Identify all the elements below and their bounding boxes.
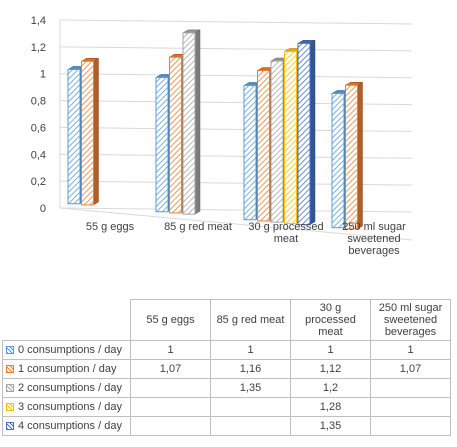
table-row: 0 consumptions / day 1 1 1 1 [2, 340, 451, 360]
legend-label: 1 consumption / day [18, 363, 117, 375]
table-column-header: 30 g processed meat [290, 299, 371, 341]
legend-entry: 0 consumptions / day [2, 340, 131, 360]
y-axis: 0 0,2 0,4 0,6 0,8 1 1,2 1,4 [31, 15, 46, 215]
y-tick-label: 0,8 [31, 96, 46, 108]
legend-label: 3 consumptions / day [18, 401, 122, 413]
bar-2-consumptions-day-85-g-red-meat [182, 29, 201, 215]
table-cell: 1 [370, 340, 451, 360]
legend-label: 4 consumptions / day [18, 420, 122, 432]
table-cell: 1 [130, 340, 211, 360]
table-cell [370, 416, 451, 436]
legend-label: 2 consumptions / day [18, 382, 122, 394]
x-tick-label: 55 g eggs [86, 221, 135, 233]
bar-1-consumption-day-250-ml-sugar-sweetened-beverages [344, 81, 364, 230]
table-header-row: 55 g eggs 85 g red meat 30 g processed mea… [3, 299, 451, 341]
x-tick-label: 250 ml sugar sweetened beverages [342, 221, 406, 257]
y-tick-label: 1,2 [31, 42, 46, 54]
y-tick-label: 0 [40, 203, 46, 215]
y-tick-label: 0,2 [31, 176, 46, 188]
bar-1-consumption-day-55-g-eggs [80, 57, 100, 206]
x-tick-label: 85 g red meat [164, 221, 232, 233]
table-row: 4 consumptions / day 1,35 [2, 416, 451, 436]
legend-swatch [6, 365, 14, 373]
table-cell [370, 397, 451, 417]
y-tick-label: 1 [40, 69, 46, 81]
table-corner [3, 300, 131, 341]
legend-label: 0 consumptions / day [18, 344, 122, 356]
bar-chart: 0 0,2 0,4 0,6 0,8 1 1,2 1,4 55 g eggs 85 g red m… [31, 15, 413, 257]
table-cell [130, 416, 211, 436]
table-cell [210, 397, 291, 417]
table-cell [130, 378, 211, 398]
table-cell: 1,07 [130, 359, 211, 379]
legend-swatch [6, 403, 14, 411]
legend-entry: 2 consumptions / day [2, 378, 131, 398]
legend-swatch [6, 384, 14, 392]
gridline [59, 46, 413, 52]
legend-entry: 3 consumptions / day [2, 397, 131, 417]
y-tick-label: 1,4 [31, 15, 46, 27]
table-cell: 1,2 [290, 378, 371, 398]
table-cell: 1,07 [370, 359, 451, 379]
table-cell: 1,12 [290, 359, 371, 379]
gridline [59, 73, 413, 79]
legend-entry: 4 consumptions / day [2, 416, 131, 436]
legend-entry: 1 consumption / day [2, 359, 131, 379]
table-cell: 1,35 [290, 416, 371, 436]
table-cell [130, 397, 211, 417]
table-column-header: 250 ml sugar sweetened beverages [370, 299, 451, 341]
table-cell: 1,16 [210, 359, 291, 379]
table-cell: 1,28 [290, 397, 371, 417]
table-cell [210, 416, 291, 436]
table-row: 1 consumption / day 1,07 1,16 1,12 1,07 [2, 359, 451, 379]
y-tick-label: 0,6 [31, 122, 46, 134]
table-cell: 1 [290, 340, 371, 360]
table-cell: 1 [210, 340, 291, 360]
table-column-header: 85 g red meat [210, 299, 291, 341]
gridline [59, 19, 413, 25]
bar-4-consumptions-day-30-g-processed-meat [297, 39, 316, 226]
data-table: 55 g eggs 85 g red meat 30 g processed mea… [2, 299, 451, 436]
x-axis: 55 g eggs 85 g red meat 30 g processed meat… [86, 221, 406, 257]
legend-swatch [6, 346, 14, 354]
legend-swatch [6, 422, 14, 430]
table-cell [370, 378, 451, 398]
y-tick-label: 0,4 [31, 149, 46, 161]
chart-bars [67, 29, 364, 230]
chart-gridlines [59, 19, 413, 241]
x-tick-label: 30 g processed meat [248, 221, 323, 245]
table-cell: 1,35 [210, 378, 291, 398]
floor-edge [59, 207, 413, 241]
table-row: 3 consumptions / day 1,28 [2, 397, 451, 417]
table-column-header: 55 g eggs [130, 299, 211, 341]
table-row: 2 consumptions / day 1,35 1,2 [2, 378, 451, 398]
